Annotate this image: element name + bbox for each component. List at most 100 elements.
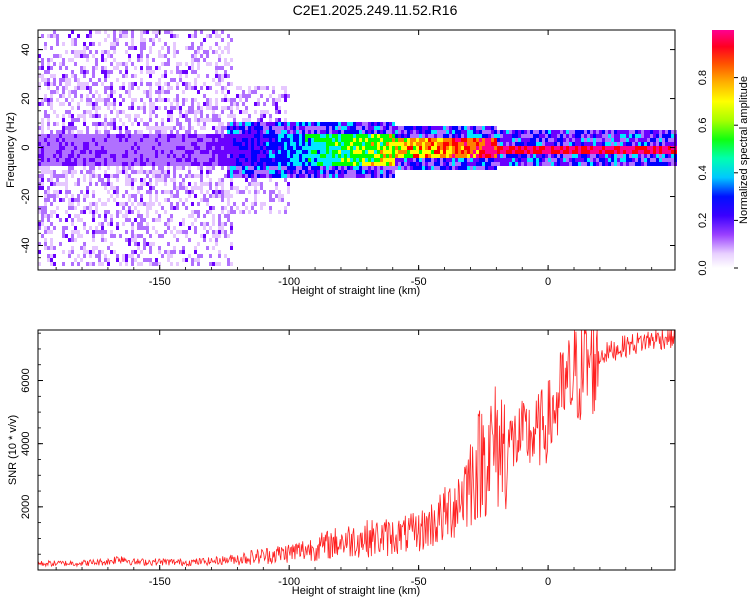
- heatmap-cell: [539, 158, 542, 162]
- heatmap-cell: [47, 78, 50, 82]
- heatmap-cell: [158, 158, 161, 162]
- heatmap-cell: [65, 66, 68, 70]
- heatmap-cell: [140, 178, 143, 182]
- heatmap-cell: [92, 138, 95, 142]
- heatmap-cell: [128, 82, 131, 86]
- heatmap-cell: [53, 158, 56, 162]
- heatmap-cell: [446, 166, 449, 170]
- heatmap-cell: [107, 122, 110, 126]
- heatmap-cell: [296, 154, 299, 158]
- heatmap-cell: [464, 150, 467, 154]
- heatmap-cell: [332, 134, 335, 138]
- heatmap-cell: [260, 174, 263, 178]
- heatmap-cell: [83, 162, 86, 166]
- heatmap-cell: [71, 90, 74, 94]
- heatmap-cell: [188, 146, 191, 150]
- heatmap-cell: [611, 146, 614, 150]
- heatmap-cell: [437, 166, 440, 170]
- heatmap-cell: [134, 74, 137, 78]
- heatmap-cell: [596, 162, 599, 166]
- heatmap-cell: [488, 138, 491, 142]
- heatmap-cell: [134, 134, 137, 138]
- heatmap-cell: [101, 54, 104, 58]
- heatmap-cell: [143, 150, 146, 154]
- heatmap-cell: [197, 150, 200, 154]
- heatmap-cell: [380, 126, 383, 130]
- heatmap-cell: [98, 106, 101, 110]
- heatmap-cell: [59, 242, 62, 246]
- heatmap-cell: [197, 214, 200, 218]
- heatmap-cell: [404, 146, 407, 150]
- heatmap-cell: [131, 182, 134, 186]
- heatmap-cell: [263, 190, 266, 194]
- heatmap-cell: [407, 134, 410, 138]
- heatmap-cell: [86, 70, 89, 74]
- heatmap-cell: [92, 190, 95, 194]
- heatmap-cell: [611, 142, 614, 146]
- heatmap-cell: [152, 262, 155, 266]
- heatmap-cell: [395, 134, 398, 138]
- heatmap-cell: [611, 154, 614, 158]
- heatmap-cell: [218, 182, 221, 186]
- heatmap-cell: [230, 106, 233, 110]
- heatmap-cell: [269, 142, 272, 146]
- heatmap-cell: [317, 122, 320, 126]
- heatmap-cell: [182, 158, 185, 162]
- heatmap-cell: [83, 174, 86, 178]
- heatmap-cell: [617, 150, 620, 154]
- heatmap-cell: [116, 134, 119, 138]
- heatmap-cell: [107, 130, 110, 134]
- heatmap-cell: [287, 94, 290, 98]
- heatmap-cell: [182, 102, 185, 106]
- heatmap-cell: [212, 222, 215, 226]
- heatmap-cell: [164, 158, 167, 162]
- heatmap-cell: [167, 90, 170, 94]
- heatmap-cell: [71, 118, 74, 122]
- heatmap-cell: [356, 134, 359, 138]
- heatmap-cell: [50, 246, 53, 250]
- heatmap-cell: [224, 126, 227, 130]
- heatmap-cell: [203, 222, 206, 226]
- heatmap-cell: [182, 230, 185, 234]
- heatmap-cell: [326, 158, 329, 162]
- heatmap-cell: [653, 134, 656, 138]
- heatmap-cell: [83, 118, 86, 122]
- heatmap-cell: [179, 74, 182, 78]
- heatmap-cell: [131, 162, 134, 166]
- heatmap-cell: [86, 138, 89, 142]
- heatmap-cell: [293, 174, 296, 178]
- heatmap-cell: [134, 150, 137, 154]
- heatmap-cell: [224, 46, 227, 50]
- heatmap-cell: [206, 154, 209, 158]
- heatmap-cell: [494, 158, 497, 162]
- heatmap-cell: [59, 62, 62, 66]
- heatmap-cell: [650, 150, 653, 154]
- heatmap-cell: [437, 126, 440, 130]
- heatmap-cell: [86, 126, 89, 130]
- heatmap-cell: [182, 98, 185, 102]
- heatmap-cell: [362, 170, 365, 174]
- heatmap-cell: [221, 142, 224, 146]
- heatmap-cell: [431, 130, 434, 134]
- heatmap-cell: [242, 146, 245, 150]
- heatmap-cell: [275, 166, 278, 170]
- heatmap-cell: [122, 110, 125, 114]
- heatmap-cell: [605, 134, 608, 138]
- heatmap-cell: [221, 198, 224, 202]
- heatmap-cell: [44, 134, 47, 138]
- heatmap-cell: [359, 126, 362, 130]
- heatmap-cell: [68, 126, 71, 130]
- heatmap-cell: [56, 178, 59, 182]
- heatmap-cell: [215, 190, 218, 194]
- heatmap-cell: [38, 126, 41, 130]
- heatmap-cell: [98, 138, 101, 142]
- heatmap-cell: [182, 82, 185, 86]
- heatmap-cell: [299, 174, 302, 178]
- heatmap-cell: [488, 162, 491, 166]
- heatmap-cell: [263, 170, 266, 174]
- heatmap-cell: [245, 198, 248, 202]
- heatmap-cell: [299, 158, 302, 162]
- heatmap-cell: [98, 222, 101, 226]
- heatmap-cell: [593, 146, 596, 150]
- heatmap-cell: [71, 202, 74, 206]
